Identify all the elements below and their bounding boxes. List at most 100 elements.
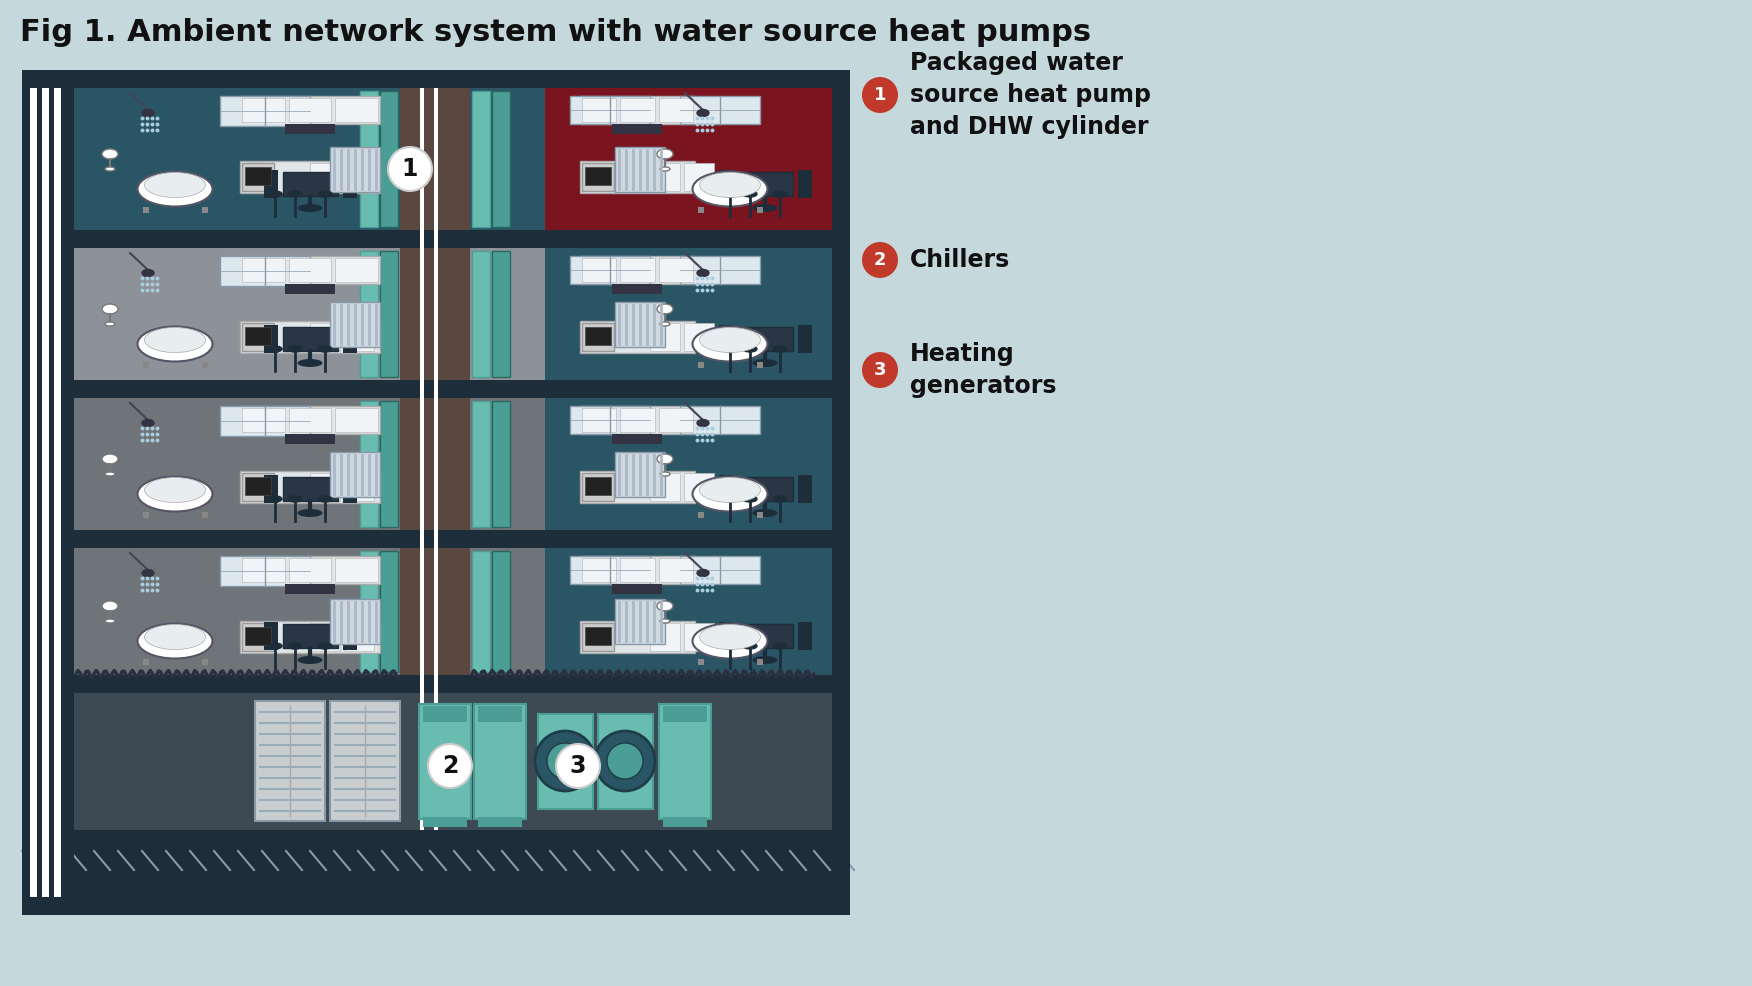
Bar	[310, 623, 340, 651]
Ellipse shape	[137, 172, 212, 206]
Bar	[286, 584, 335, 594]
Bar	[310, 323, 340, 351]
Bar	[23, 830, 832, 848]
Ellipse shape	[773, 496, 787, 502]
Ellipse shape	[692, 476, 767, 512]
Bar	[310, 473, 340, 501]
Bar	[359, 91, 378, 227]
Ellipse shape	[137, 326, 212, 362]
Bar	[582, 473, 613, 501]
Bar	[797, 170, 811, 198]
Ellipse shape	[105, 472, 116, 476]
Bar	[343, 163, 373, 191]
Ellipse shape	[692, 623, 767, 659]
Ellipse shape	[142, 109, 154, 116]
Ellipse shape	[724, 191, 738, 197]
Bar	[263, 475, 277, 503]
Ellipse shape	[298, 359, 322, 367]
Bar	[289, 408, 331, 432]
Bar	[245, 627, 272, 645]
Ellipse shape	[743, 643, 757, 649]
Bar	[718, 325, 732, 353]
Ellipse shape	[102, 454, 117, 464]
Bar	[221, 406, 310, 436]
Ellipse shape	[657, 454, 673, 464]
Bar	[478, 816, 522, 826]
Ellipse shape	[319, 191, 331, 197]
Bar	[718, 475, 732, 503]
Bar	[580, 621, 696, 653]
Ellipse shape	[753, 359, 778, 367]
Text: 2: 2	[874, 251, 887, 269]
Bar	[650, 623, 680, 651]
Bar	[471, 551, 491, 672]
Bar	[74, 398, 399, 530]
Bar	[569, 96, 650, 124]
Ellipse shape	[287, 496, 301, 502]
Bar	[797, 475, 811, 503]
Circle shape	[547, 743, 583, 779]
Bar	[569, 406, 650, 434]
Ellipse shape	[661, 322, 669, 326]
Bar	[659, 703, 711, 818]
Bar	[201, 512, 207, 518]
Ellipse shape	[743, 496, 757, 502]
Bar	[620, 258, 655, 282]
Bar	[757, 362, 762, 368]
Bar	[282, 172, 338, 196]
Bar	[611, 284, 662, 294]
Bar	[242, 258, 284, 282]
Bar	[492, 91, 510, 227]
Bar	[240, 556, 380, 584]
Bar	[240, 621, 380, 653]
Bar	[680, 556, 760, 584]
Bar	[680, 406, 760, 434]
Ellipse shape	[753, 204, 778, 212]
Bar	[399, 548, 470, 675]
Ellipse shape	[102, 601, 117, 611]
Bar	[582, 323, 613, 351]
Bar	[470, 88, 545, 230]
Bar	[620, 408, 655, 432]
Bar	[683, 623, 715, 651]
Ellipse shape	[298, 204, 322, 212]
Bar	[286, 284, 335, 294]
Circle shape	[555, 744, 599, 788]
Bar	[74, 88, 399, 230]
Bar	[757, 659, 762, 665]
Bar	[240, 96, 380, 124]
Bar	[23, 530, 832, 548]
Circle shape	[862, 352, 899, 388]
Bar	[492, 251, 510, 377]
Ellipse shape	[773, 346, 787, 352]
Ellipse shape	[105, 167, 116, 171]
Bar	[399, 88, 470, 230]
Bar	[662, 706, 708, 722]
Bar	[399, 248, 470, 380]
Ellipse shape	[743, 346, 757, 352]
Bar	[718, 622, 732, 650]
Bar	[342, 325, 356, 353]
Bar	[585, 167, 611, 185]
Ellipse shape	[699, 173, 760, 197]
Bar	[420, 88, 424, 830]
Text: 1: 1	[401, 157, 419, 181]
Bar	[582, 623, 613, 651]
Ellipse shape	[692, 326, 767, 362]
Bar	[569, 556, 650, 584]
Ellipse shape	[699, 477, 760, 503]
Bar	[380, 551, 398, 672]
Text: Packaged water
source heat pump
and DHW cylinder: Packaged water source heat pump and DHW …	[909, 51, 1151, 139]
Bar	[23, 230, 832, 248]
Ellipse shape	[142, 570, 154, 577]
Bar	[471, 251, 491, 377]
Bar	[620, 558, 655, 582]
Bar	[797, 622, 811, 650]
Bar	[256, 701, 326, 821]
Bar	[697, 659, 704, 665]
Bar	[286, 124, 335, 134]
Ellipse shape	[144, 477, 205, 503]
Bar	[582, 558, 617, 582]
Bar	[289, 258, 331, 282]
Bar	[582, 408, 617, 432]
